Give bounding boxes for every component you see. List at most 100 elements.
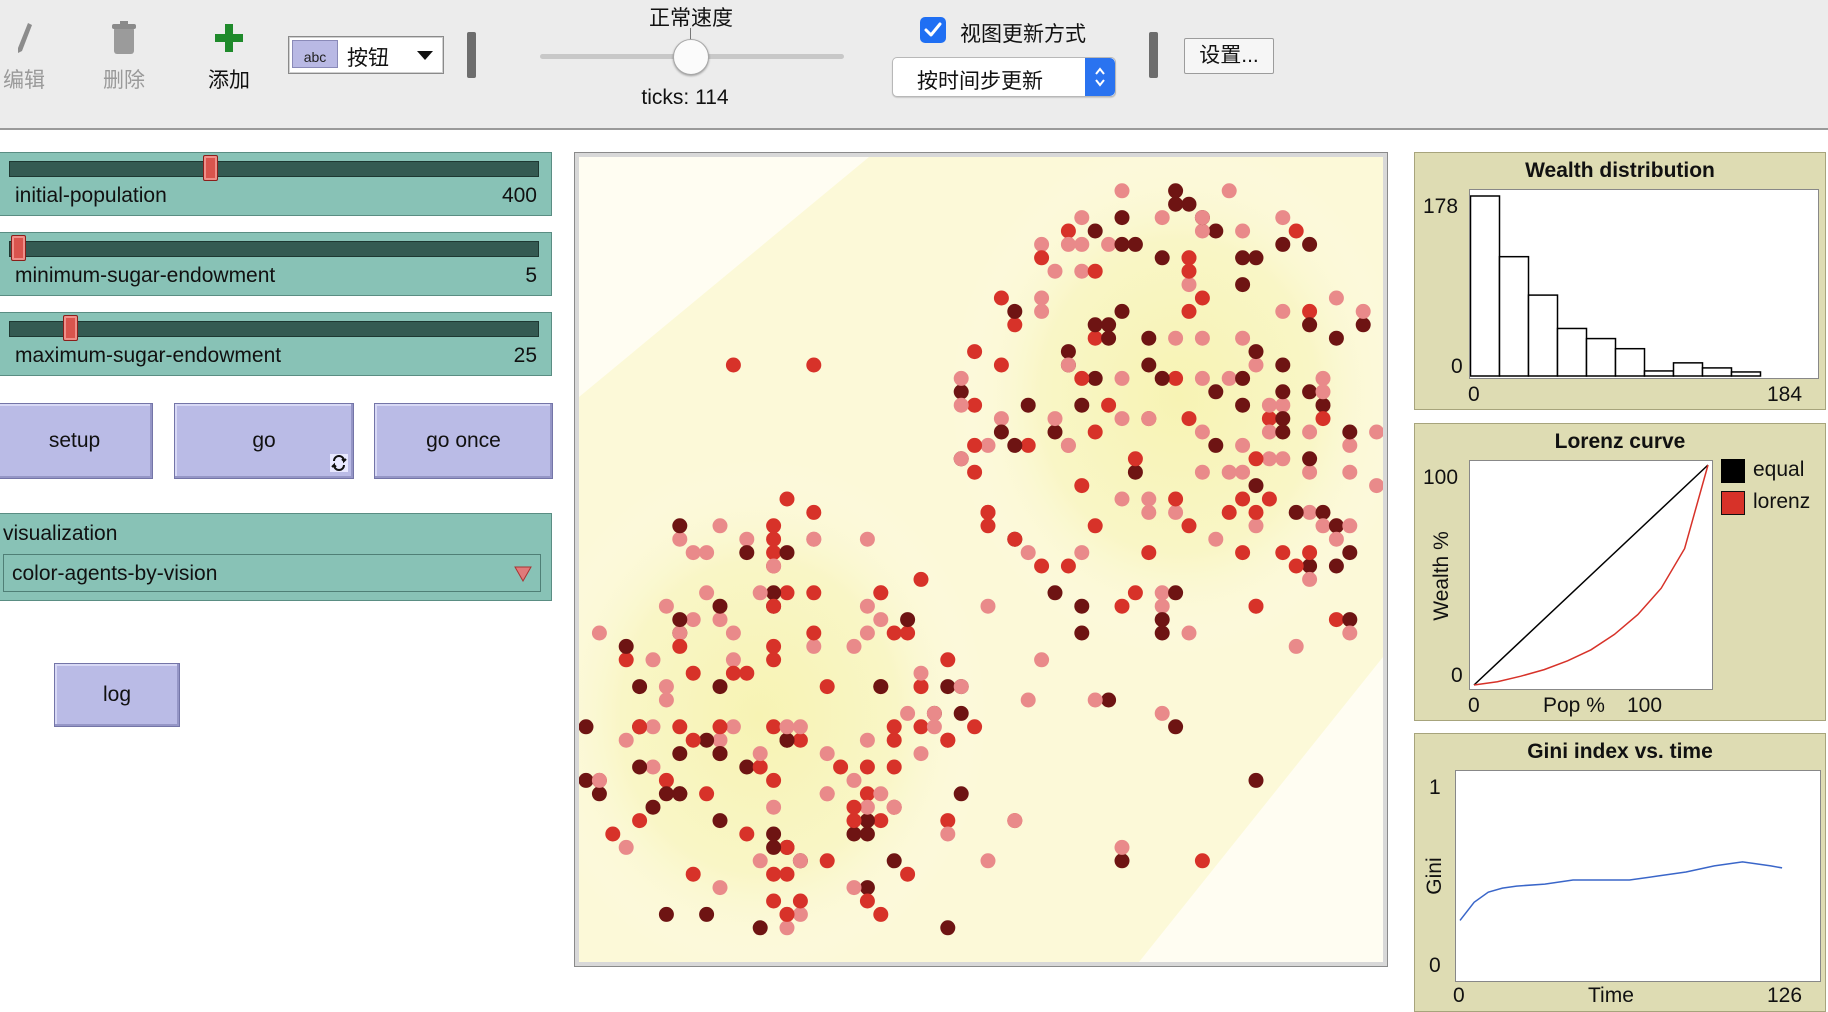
y-max-label: 1: [1429, 776, 1441, 799]
agent-turtle: [1007, 303, 1023, 319]
agent-turtle: [712, 880, 728, 896]
chevron-down-icon: [417, 51, 433, 60]
y-axis-title: Wealth %: [1430, 531, 1453, 621]
agent-turtle: [792, 853, 808, 869]
agent-turtle: [685, 732, 701, 748]
y-max-label: 178: [1423, 195, 1459, 218]
agent-turtle: [1181, 625, 1197, 641]
agent-turtle: [900, 866, 916, 882]
agent-turtle: [1261, 451, 1277, 467]
agent-turtle: [766, 545, 782, 561]
agent-turtle: [806, 625, 822, 641]
agent-turtle: [1060, 223, 1076, 239]
agent-turtle: [980, 504, 996, 520]
agent-turtle: [819, 746, 835, 762]
agent-turtle: [859, 625, 875, 641]
slider-initial-population[interactable]: initial-population 400: [0, 152, 552, 216]
slider-thumb[interactable]: [63, 315, 78, 341]
chooser-value: color-agents-by-vision: [12, 562, 218, 585]
agent-turtle: [846, 880, 862, 896]
slider-track[interactable]: [9, 161, 539, 177]
agent-turtle: [672, 719, 688, 735]
agent-turtle: [1235, 370, 1251, 386]
agent-turtle: [579, 719, 594, 735]
agent-turtle: [886, 625, 902, 641]
agent-turtle: [913, 665, 929, 681]
agent-turtle: [1221, 504, 1237, 520]
pencil-icon: [0, 18, 64, 58]
settings-button[interactable]: 设置...: [1184, 38, 1274, 74]
agent-turtle: [752, 920, 768, 936]
agent-turtle: [993, 424, 1009, 440]
agent-turtle: [1235, 330, 1251, 346]
slider-thumb[interactable]: [203, 155, 218, 181]
agent-turtle: [1060, 437, 1076, 453]
speed-label: 正常速度: [649, 7, 733, 30]
agent-turtle: [1168, 330, 1184, 346]
chooser-select[interactable]: color-agents-by-vision: [3, 554, 541, 592]
agent-turtle: [1302, 504, 1318, 520]
visualization-chooser[interactable]: visualization color-agents-by-vision: [0, 513, 552, 601]
agent-turtle: [1154, 625, 1170, 641]
agent-turtle: [1060, 558, 1076, 574]
setup-button[interactable]: setup: [0, 403, 153, 479]
agent-turtle: [1047, 263, 1063, 279]
y-axis-title: Gini: [1423, 857, 1446, 895]
agent-turtle: [1315, 397, 1331, 413]
agent-turtle: [1020, 437, 1036, 453]
agent-turtle: [873, 585, 889, 601]
delete-button[interactable]: 删除: [84, 18, 164, 94]
agent-turtle: [1208, 437, 1224, 453]
ticks-counter: ticks: 114: [641, 86, 729, 109]
agent-turtle: [1248, 451, 1264, 467]
agent-turtle: [1168, 196, 1184, 212]
agent-turtle: [752, 759, 768, 775]
agent-turtle: [1302, 384, 1318, 400]
agent-turtle: [953, 451, 969, 467]
world-view[interactable]: [579, 157, 1383, 962]
agent-turtle: [766, 652, 782, 668]
agent-turtle: [967, 464, 983, 480]
agent-turtle: [1087, 370, 1103, 386]
view-update-checkbox[interactable]: [920, 17, 946, 43]
agent-turtle: [1302, 545, 1318, 561]
agent-turtle: [1315, 518, 1331, 534]
agent-turtle: [1047, 585, 1063, 601]
add-button[interactable]: 添加: [189, 18, 269, 94]
widget-type-select[interactable]: abc 按钮: [288, 36, 444, 74]
agent-turtle: [672, 746, 688, 762]
agent-turtle: [886, 732, 902, 748]
histogram-bar: [1585, 337, 1617, 377]
agent-turtle: [1369, 478, 1383, 494]
agent-turtle: [1047, 424, 1063, 440]
agent-turtle: [1275, 384, 1291, 400]
agent-turtle: [779, 585, 795, 601]
speed-slider-thumb[interactable]: [673, 39, 709, 75]
slider-thumb[interactable]: [11, 235, 26, 261]
slider-track[interactable]: [9, 321, 539, 337]
histogram-bar: [1614, 347, 1646, 377]
agent-turtle: [618, 652, 634, 668]
slider-minimum-sugar-endowment[interactable]: minimum-sugar-endowment 5: [0, 232, 552, 296]
agent-turtle: [1261, 491, 1277, 507]
slider-maximum-sugar-endowment[interactable]: maximum-sugar-endowment 25: [0, 312, 552, 376]
agent-turtle: [1114, 411, 1130, 427]
agent-turtle: [1328, 330, 1344, 346]
view-update-mode-select[interactable]: 按时间步更新: [892, 57, 1116, 97]
histogram-bar: [1672, 362, 1704, 377]
histogram-bar: [1701, 367, 1733, 377]
agent-turtle: [1275, 397, 1291, 413]
agent-turtle: [1114, 236, 1130, 252]
log-button[interactable]: log: [54, 663, 180, 727]
agent-turtle: [685, 665, 701, 681]
agent-turtle: [1087, 263, 1103, 279]
plot-title: Lorenz curve: [1554, 430, 1686, 453]
agent-turtle: [1114, 183, 1130, 199]
agent-turtle: [725, 625, 741, 641]
agent-turtle: [1302, 317, 1318, 333]
edit-button[interactable]: 编辑: [0, 18, 64, 94]
go-button[interactable]: go: [174, 403, 354, 479]
slider-track[interactable]: [9, 241, 539, 257]
lorenz-svg: [1473, 464, 1709, 686]
go-once-button[interactable]: go once: [374, 403, 553, 479]
